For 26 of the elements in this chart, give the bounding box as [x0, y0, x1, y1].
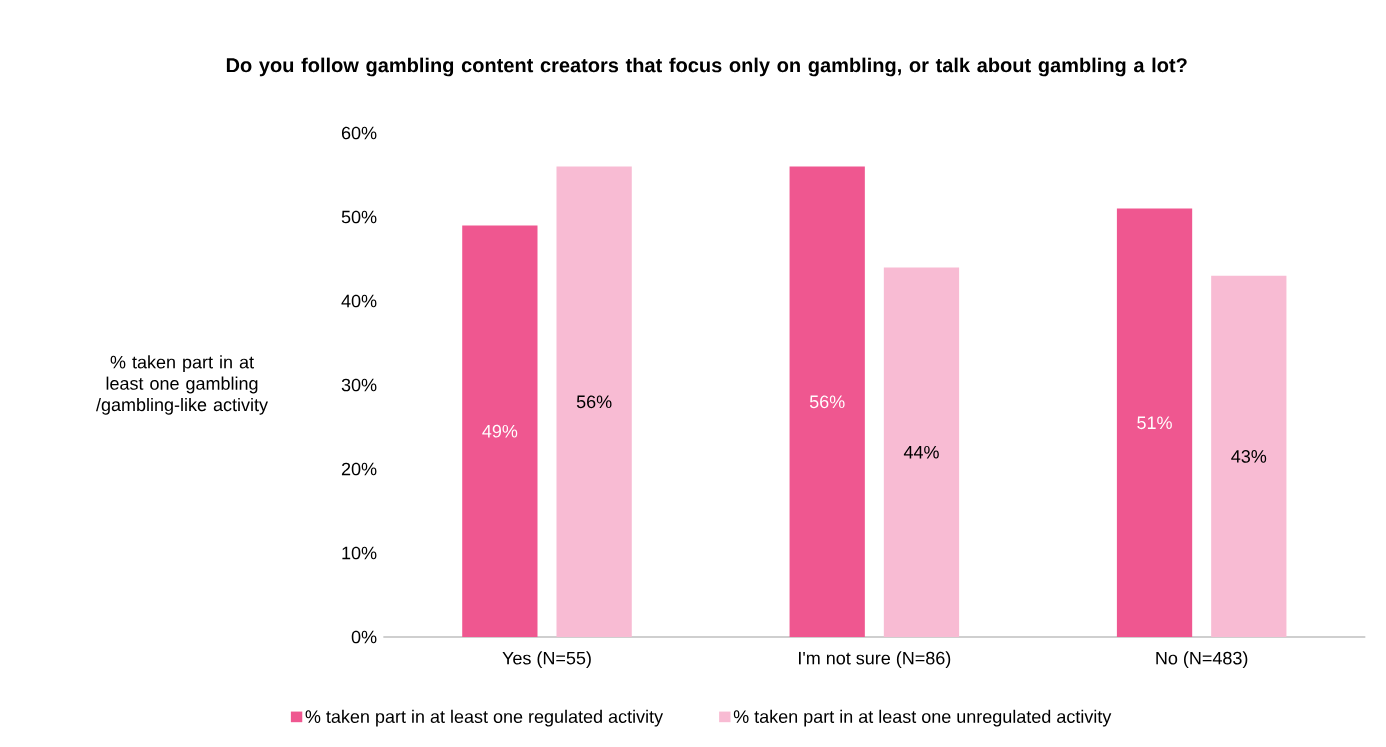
data-label: 43%: [1231, 450, 1267, 463]
bar: [1211, 275, 1287, 637]
y-tick-label: 30%: [341, 378, 377, 392]
y-axis-title: % taken part in at least one gambling /gambling-like activity: [95, 355, 268, 415]
y-tick-label: 40%: [341, 294, 377, 308]
data-label: 56%: [809, 395, 845, 409]
legend-label: % taken part in at least one regulated activity: [305, 709, 664, 727]
data-label: 56%: [576, 395, 612, 409]
data-label: 51%: [1137, 416, 1172, 430]
y-tick-label: 10%: [342, 546, 377, 560]
data-label: 44%: [903, 445, 939, 459]
bar: [789, 166, 865, 637]
y-tick-label: 60%: [341, 126, 377, 140]
bar: [883, 267, 960, 637]
bar: [462, 225, 538, 637]
y-tick-label: 20%: [341, 462, 377, 476]
chart-title: Do you follow gambling content creators that focus only on gambling, or talk about gambling a lot?: [226, 57, 1187, 77]
y-tick-label: 0%: [351, 630, 377, 644]
x-tick-label: No (N=483): [1156, 651, 1248, 669]
bar: [1116, 208, 1193, 637]
x-tick-label: I'm not sure (N=86): [798, 651, 951, 669]
legend-label: % taken part in at least one unregulated activity: [733, 709, 1112, 727]
y-tick-label: 50%: [341, 210, 377, 224]
data-label: 49%: [482, 424, 518, 438]
bar: [556, 166, 632, 637]
x-tick-label: Yes (N=55): [502, 651, 591, 669]
